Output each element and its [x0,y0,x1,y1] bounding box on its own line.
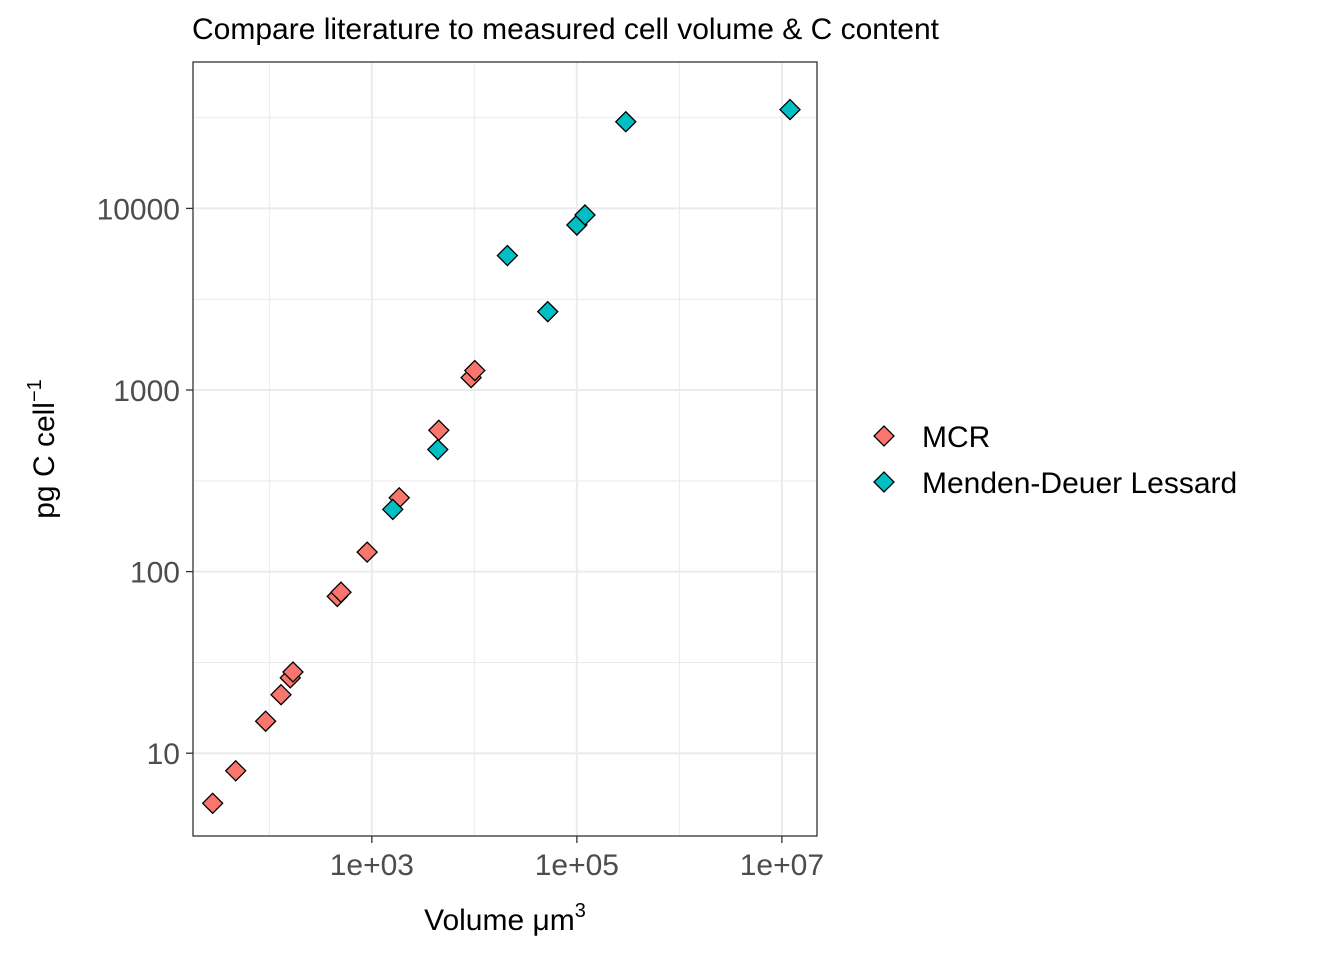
data-point [254,710,277,733]
y-axis-label-superscript: −1 [24,379,46,402]
x-tick-label: 1e+03 [330,849,414,882]
x-axis-label-superscript: 3 [575,900,586,922]
x-axis-label: Volume μm3 [424,900,586,937]
data-points [201,98,801,815]
y-axis-label-text: pg C cell [28,402,61,519]
y-tick-label: 100 [130,557,180,590]
data-point [224,759,247,782]
data-point [614,110,637,133]
data-point [270,683,292,706]
y-tick-label: 10 [147,738,180,771]
x-tick-label: 1e+05 [535,849,619,882]
y-tick-label: 10000 [97,193,180,226]
data-point [356,541,379,564]
y-tick-label: 1000 [113,375,180,408]
data-point [574,204,596,226]
data-point [330,581,352,604]
legend-key [873,425,895,447]
data-point [201,792,224,815]
axis-ticks: 1e+03 1e+05 1e+07 10 100 1000 10000 [97,193,824,882]
x-axis-label-text: Volume μm [424,904,575,937]
data-point [536,300,559,323]
data-point [381,498,404,521]
grid [193,62,817,836]
data-point [282,661,304,683]
legend-label: MCR [922,421,990,454]
legend: MCR Menden-Deuer Lessard [873,421,1237,500]
x-tick-label: 1e+07 [740,849,824,882]
data-point [463,359,486,382]
data-point [779,98,801,121]
legend-key [873,471,895,493]
data-point [426,438,449,461]
y-axis-label: pg C cell−1 [24,379,61,519]
chart-title: Compare literature to measured cell volu… [192,13,940,46]
plot-panel [192,61,818,837]
plot-background [193,62,817,836]
legend-label: Menden-Deuer Lessard [922,467,1237,500]
data-point [496,244,519,267]
